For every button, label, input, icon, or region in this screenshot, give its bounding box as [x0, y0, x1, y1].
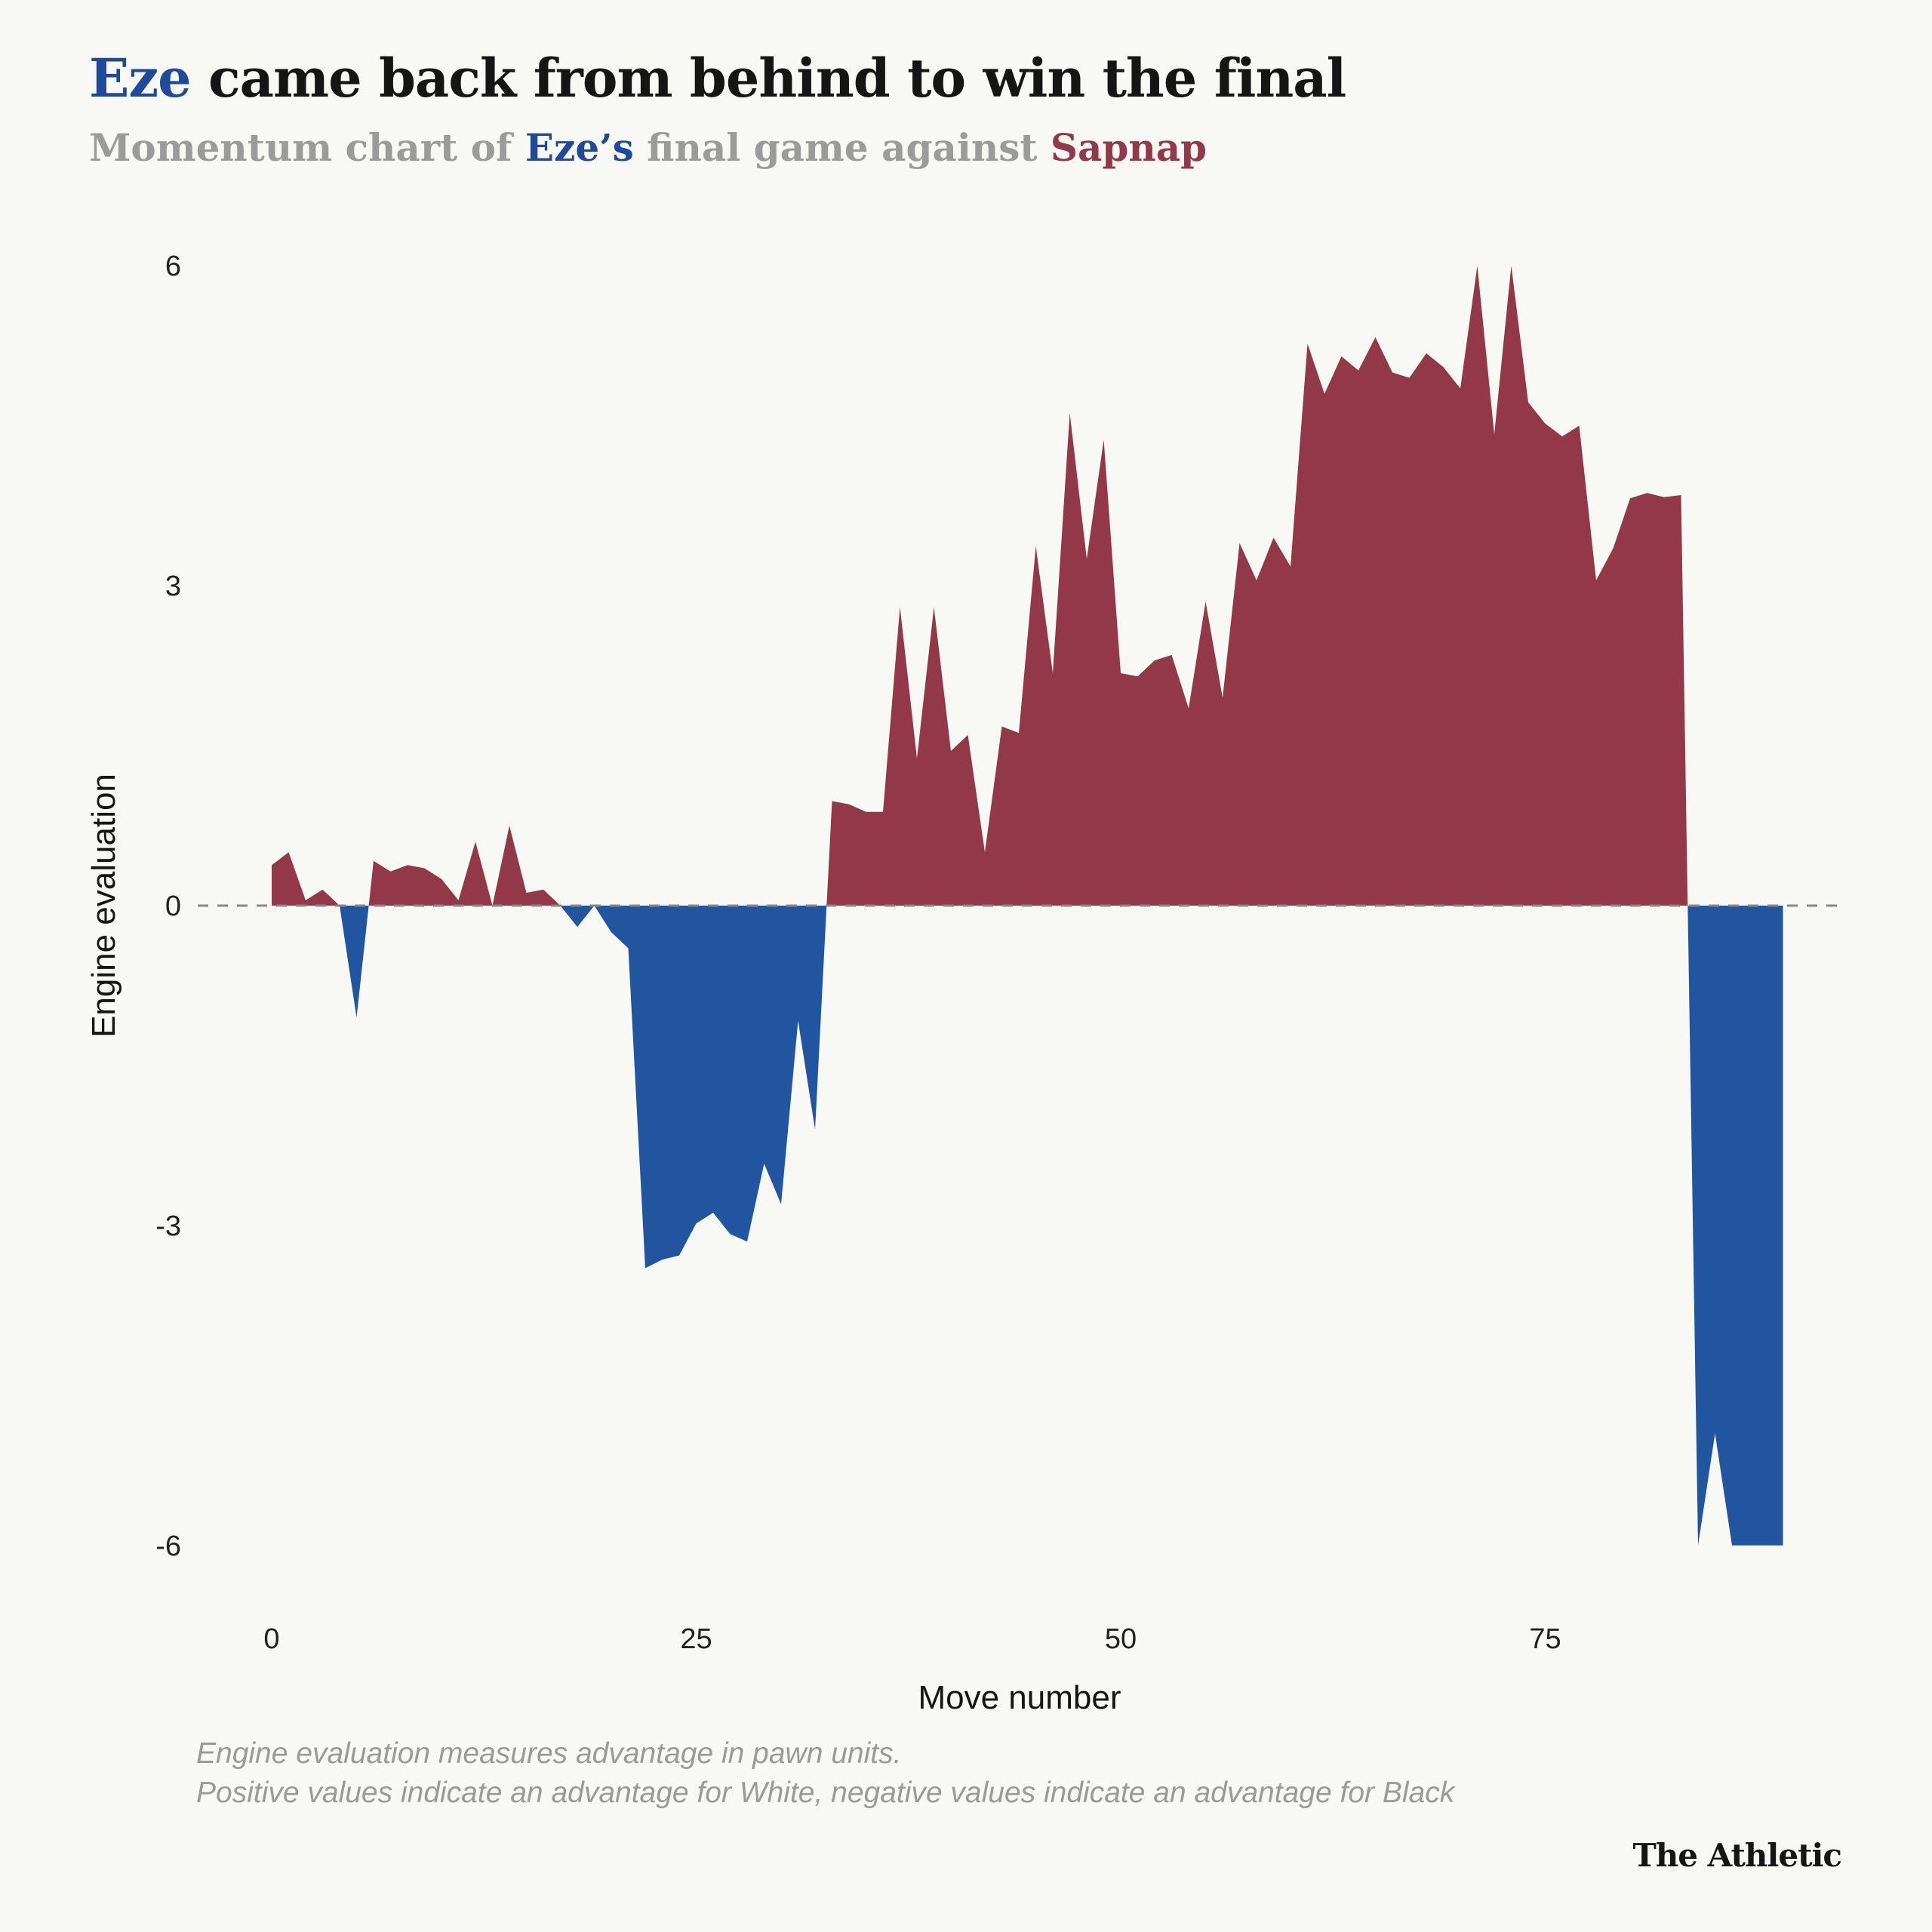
x-tick-label: 50 — [1105, 1623, 1137, 1655]
y-tick-label: -3 — [155, 1211, 181, 1242]
y-tick-label: 3 — [165, 571, 181, 602]
black-advantage-area-5 — [594, 906, 827, 1269]
subtitle-part2: final game against — [633, 125, 1051, 170]
subtitle-sapnap: Sapnap — [1050, 125, 1208, 170]
y-tick-label: 0 — [165, 891, 181, 922]
chart-title: Eze came back from behind to win the fin… — [89, 47, 1346, 109]
x-axis-label: Move number — [918, 1679, 1121, 1716]
y-tick-label: 6 — [165, 251, 181, 282]
white-advantage-area-2 — [368, 841, 493, 906]
white-advantage-area-0 — [272, 852, 340, 906]
black-advantage-area-1 — [340, 906, 369, 1018]
y-axis-ticks: 6 3 0 -3 -6 — [155, 251, 181, 1562]
title-rest: came back from behind to win the final — [190, 47, 1346, 109]
title-eze: Eze — [89, 47, 192, 109]
momentum-areas — [272, 266, 1783, 1546]
y-axis-label: Engine evaluation — [85, 774, 122, 1038]
x-tick-label: 75 — [1529, 1623, 1561, 1655]
brand-logo: The Athletic — [1632, 1837, 1842, 1874]
white-advantage-area-6 — [826, 266, 1688, 906]
x-tick-label: 25 — [680, 1623, 712, 1655]
black-advantage-area-4 — [560, 906, 595, 928]
x-axis-ticks: 0 25 50 75 — [263, 1623, 1561, 1655]
x-tick-label: 0 — [263, 1623, 279, 1655]
chart-subtitle: Momentum chart of Eze’s final game again… — [89, 125, 1207, 170]
footnote: Engine evaluation measures advantage in … — [196, 1734, 1454, 1813]
footnote-line-2: Positive values indicate an advantage fo… — [196, 1777, 1455, 1809]
white-advantage-area-3 — [492, 826, 561, 906]
y-tick-label: -6 — [155, 1531, 181, 1562]
footnote-line-1: Engine evaluation measures advantage in … — [196, 1737, 902, 1770]
subtitle-eze: Eze’s — [525, 125, 634, 170]
black-advantage-area-7 — [1687, 906, 1783, 1546]
subtitle-part1: Momentum chart of — [89, 125, 525, 170]
